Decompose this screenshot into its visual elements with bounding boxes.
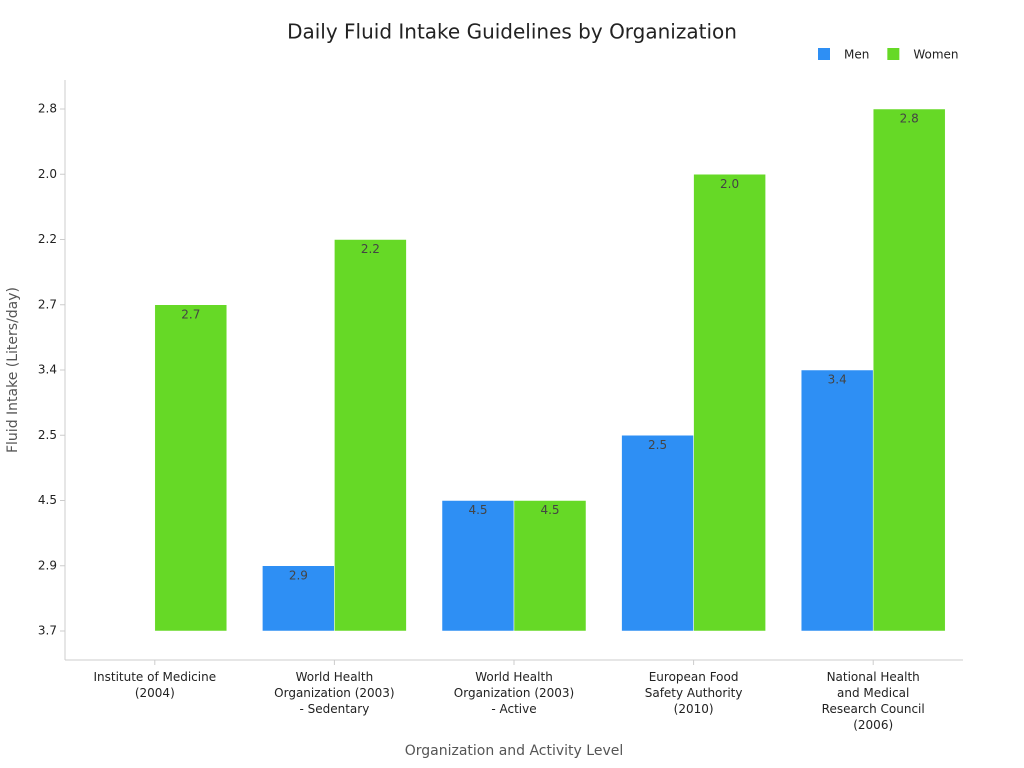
bar xyxy=(334,239,407,632)
y-tick-label: 2.2 xyxy=(38,232,57,246)
data-label: 4.5 xyxy=(540,503,559,517)
legend-label: Men xyxy=(844,48,869,62)
legend-swatch xyxy=(887,48,900,60)
chart-title: Daily Fluid Intake Guidelines by Organiz… xyxy=(287,20,737,44)
y-tick-label: 3.4 xyxy=(38,363,57,377)
y-tick-label: 2.5 xyxy=(38,428,57,442)
y-axis-title: Fluid Intake (Liters/day) xyxy=(5,287,21,453)
y-tick-label: 2.7 xyxy=(38,297,57,311)
data-label: 2.8 xyxy=(900,112,919,126)
y-tick-label: 2.8 xyxy=(38,102,57,116)
data-label: 2.7 xyxy=(181,307,200,321)
data-label: 2.0 xyxy=(720,177,739,191)
y-tick-label: 2.0 xyxy=(38,167,57,181)
legend-label: Women xyxy=(913,48,958,62)
bar xyxy=(693,174,766,632)
data-label: 2.5 xyxy=(648,438,667,452)
y-tick-label: 2.9 xyxy=(38,558,57,572)
x-tick-label: Institute of Medicine (2004) xyxy=(93,670,217,700)
bar xyxy=(800,369,874,632)
x-tick-label: World Health Organization (2003) - Activ… xyxy=(453,670,575,716)
data-label: 2.9 xyxy=(289,568,308,582)
data-label: 4.5 xyxy=(468,503,487,517)
bar xyxy=(872,108,946,632)
y-tick-label: 4.5 xyxy=(38,493,57,507)
data-label: 2.2 xyxy=(361,242,380,256)
bar xyxy=(513,500,587,632)
x-tick-label: National Health and Medical Research Cou… xyxy=(821,670,925,732)
x-tick-label: World Health Organization (2003) - Seden… xyxy=(274,670,395,716)
bar xyxy=(621,435,694,632)
x-tick-label: European Food Safety Authority (2010) xyxy=(644,670,743,716)
data-label: 3.4 xyxy=(828,373,847,387)
bar xyxy=(441,500,515,632)
bar xyxy=(262,565,335,632)
y-tick-label: 3.7 xyxy=(38,624,57,638)
bar xyxy=(154,304,228,632)
legend-swatch xyxy=(818,48,830,60)
x-axis-title: Organization and Activity Level xyxy=(405,743,624,759)
